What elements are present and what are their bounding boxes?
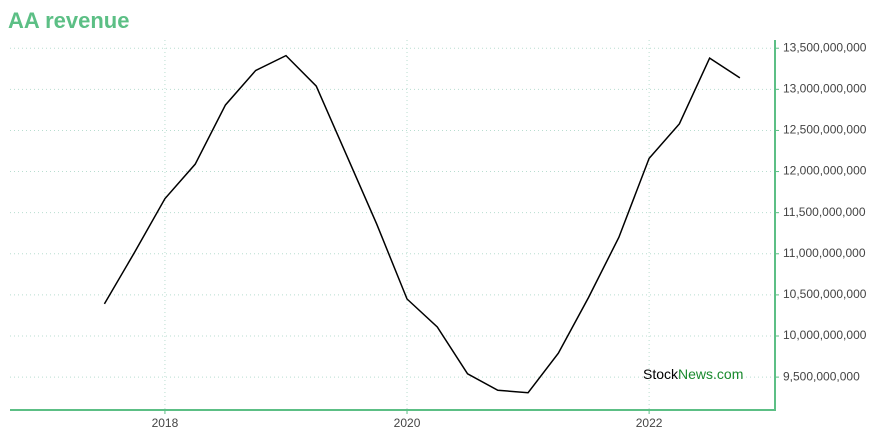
y-tick-label: 10,500,000,000	[783, 287, 867, 301]
line	[103, 54, 741, 394]
x-tick-label: 2018	[152, 416, 179, 430]
watermark-part: News.com	[678, 366, 743, 382]
watermark: StockNews.com	[643, 366, 743, 382]
y-tick-label: 12,500,000,000	[783, 123, 867, 137]
x-tick-label: 2020	[394, 416, 421, 430]
y-tick-label: 13,500,000,000	[783, 40, 867, 54]
watermark-part: Stock	[643, 366, 679, 382]
y-tick-label: 13,000,000,000	[783, 82, 867, 96]
y-tick-label: 10,000,000,000	[783, 328, 867, 342]
y-tick-label: 9,500,000,000	[783, 369, 860, 383]
chart-title: AA revenue	[8, 8, 129, 33]
y-tick-label: 11,500,000,000	[783, 205, 866, 219]
y-tick-label: 11,000,000,000	[783, 246, 866, 260]
x-tick-label: 2022	[636, 416, 663, 430]
y-tick-label: 12,000,000,000	[783, 164, 867, 178]
